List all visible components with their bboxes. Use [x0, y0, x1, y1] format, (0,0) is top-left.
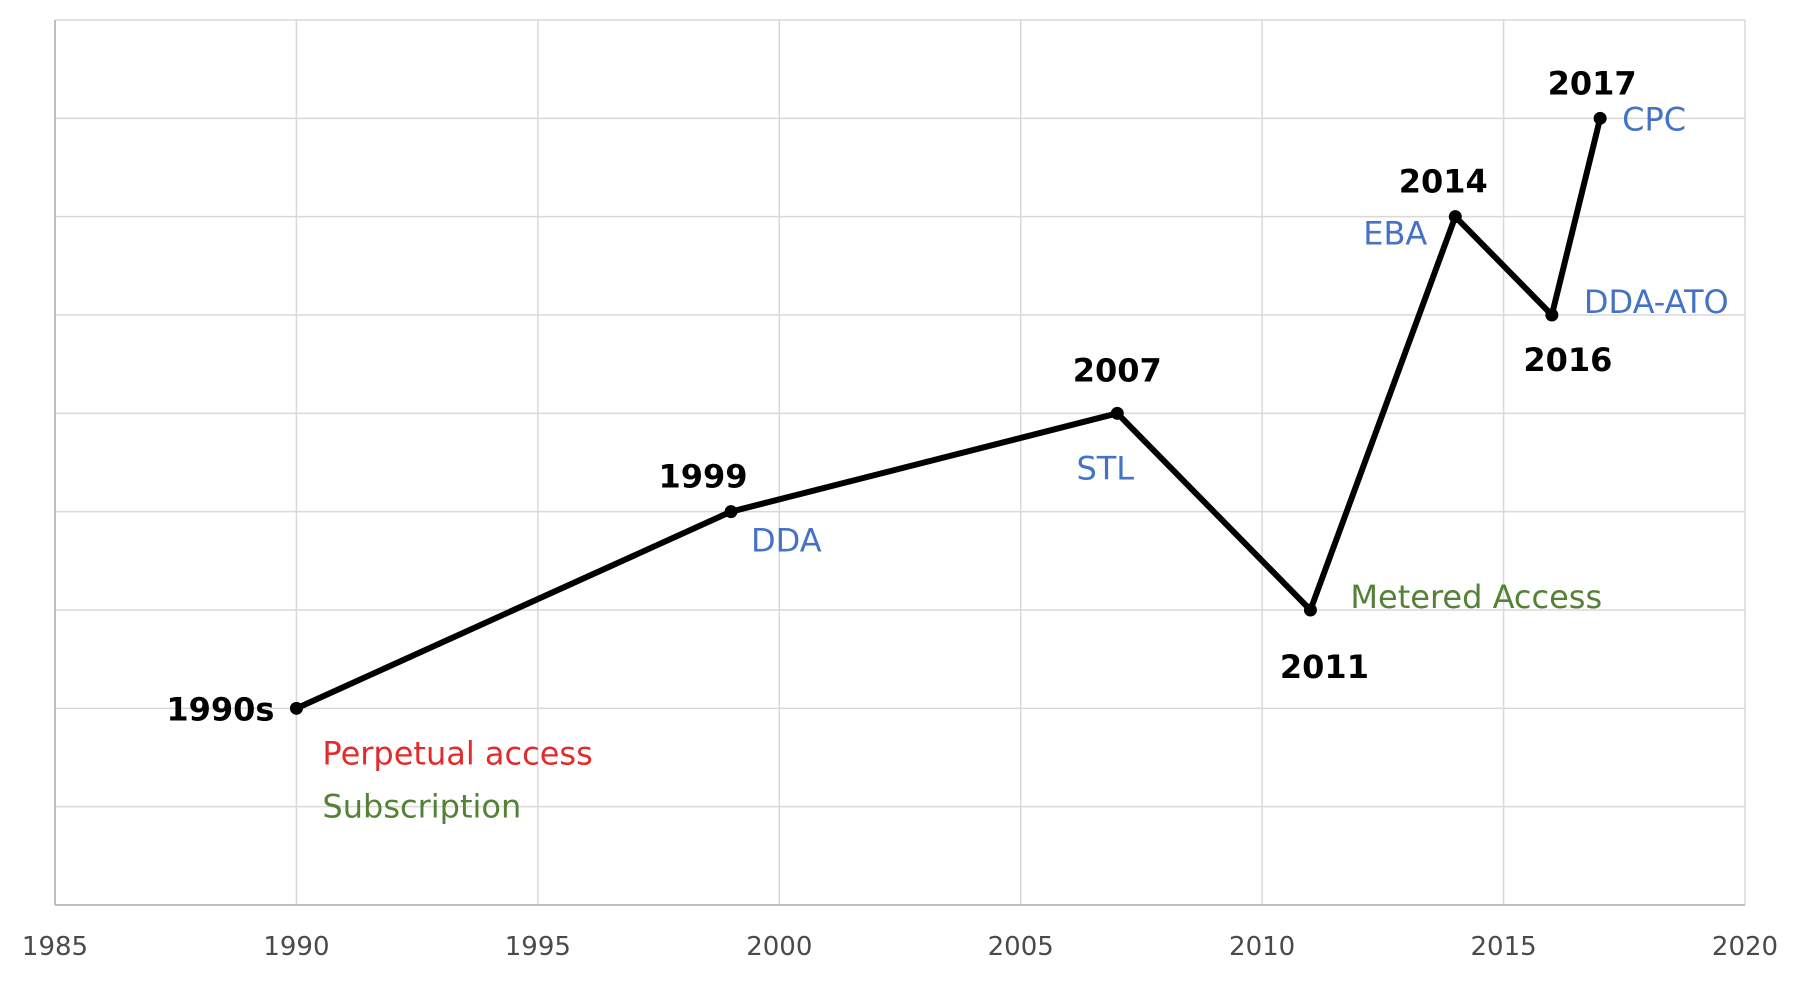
- year-label: 1999: [658, 458, 747, 496]
- axes: [54, 20, 1745, 906]
- data-point: [1448, 210, 1462, 224]
- x-tick-label: 2005: [988, 932, 1054, 962]
- data-point: [1110, 406, 1124, 420]
- x-tick-label: 2000: [746, 932, 812, 962]
- year-label: 1990s: [166, 690, 274, 728]
- data-point: [1303, 603, 1317, 617]
- data-point: [1545, 308, 1559, 322]
- year-label: 2014: [1399, 163, 1488, 201]
- model-label: EBA: [1363, 215, 1427, 253]
- year-label: 2017: [1548, 64, 1637, 102]
- x-tick-label: 2020: [1712, 932, 1778, 962]
- model-label: Subscription: [322, 787, 521, 825]
- model-label: Perpetual access: [322, 734, 592, 772]
- model-label: CPC: [1622, 100, 1686, 138]
- x-tick-label: 1985: [22, 932, 88, 962]
- data-points: [289, 111, 1607, 715]
- model-label: DDA-ATO: [1584, 283, 1729, 321]
- model-label: STL: [1076, 449, 1134, 487]
- x-tick-label: 1990: [263, 932, 329, 962]
- grid: [55, 19, 1746, 905]
- x-tick-label: 2015: [1470, 932, 1536, 962]
- data-point: [289, 701, 303, 715]
- year-label: 2016: [1523, 341, 1612, 379]
- year-label: 2007: [1073, 351, 1162, 389]
- model-label: Metered Access: [1350, 578, 1602, 616]
- x-tick-label: 1995: [505, 932, 571, 962]
- year-label: 2011: [1280, 648, 1369, 686]
- data-point: [724, 505, 738, 519]
- data-point: [1593, 111, 1607, 125]
- x-tick-labels: 1985 1990 1995 2000 2005 2010 2015 2020: [22, 932, 1778, 962]
- x-tick-label: 2010: [1229, 932, 1295, 962]
- model-label: DDA: [751, 522, 822, 560]
